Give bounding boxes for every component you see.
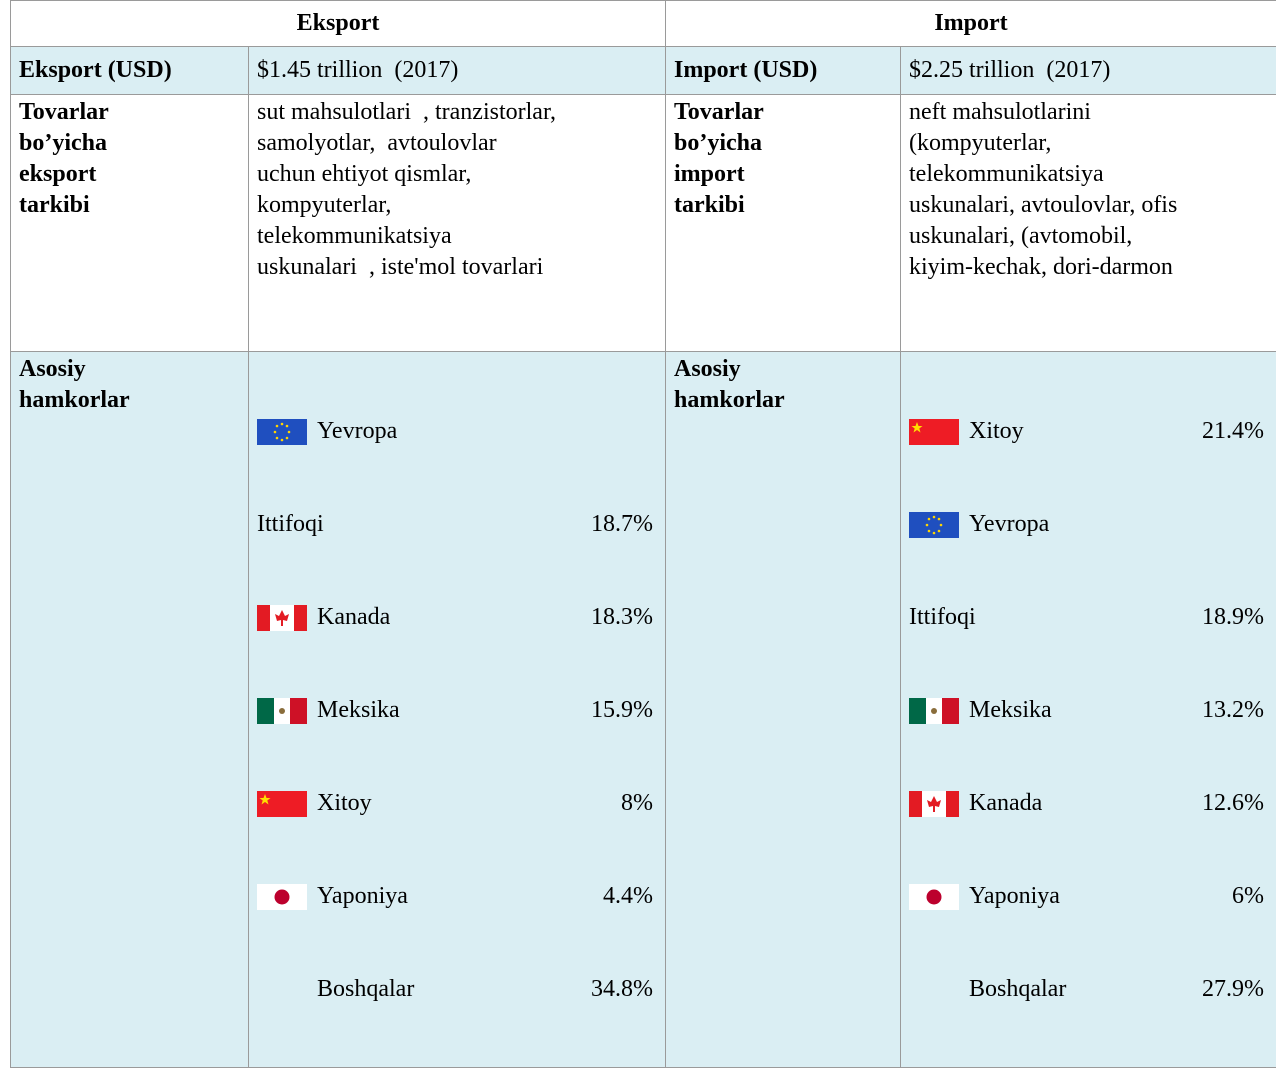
text-line: tarkibi	[674, 190, 892, 221]
text-line: kiyim-kechak, dori-darmon	[909, 252, 1268, 283]
text-line: Asosiy	[19, 354, 240, 385]
partner-share: 8%	[543, 788, 657, 819]
text-line: uskunalari, (avtomobil,	[909, 221, 1268, 252]
value-cell: $2.25 trillion (2017)	[901, 47, 1276, 95]
partner-name: Boshqalar	[969, 974, 1154, 1005]
text-line: telekommunikatsiya	[909, 159, 1268, 190]
partner-name: Boshqalar	[317, 974, 543, 1005]
text-line: uskunalari , iste'mol tovarlari	[257, 252, 657, 283]
text-line: eksport	[19, 159, 240, 190]
text-cell: neft mahsulotlarini(kompyuterlar,telekom…	[901, 95, 1276, 352]
partner-name: Yevropa	[969, 509, 1268, 540]
header-row: Eksport Import	[11, 1, 1276, 47]
value-row: Eksport (USD) $1.45 trillion (2017) Impo…	[11, 47, 1276, 95]
partner-share: 34.8%	[543, 974, 657, 1005]
text-line: samolyotlar, avtoulovlar	[257, 128, 657, 159]
partner-name: Kanada	[969, 788, 1154, 819]
partner-share: 18.7%	[543, 509, 657, 540]
text-line: import	[674, 159, 892, 190]
partner-name: Meksika	[969, 695, 1154, 726]
label-cell: Eksport (USD)	[11, 47, 249, 95]
flag	[257, 698, 307, 724]
flag	[909, 791, 959, 817]
text-line: Asosiy	[674, 354, 892, 385]
partner-name: Yevropa	[317, 416, 657, 447]
header-cell: Import	[666, 1, 1276, 47]
partner-share: 13.2%	[1154, 695, 1268, 726]
flag	[257, 884, 307, 910]
text-line: bo’yicha	[19, 128, 240, 159]
partner-line: Yevropa	[909, 509, 1268, 540]
partner-name: Xitoy	[969, 416, 1154, 447]
text-line: uchun ehtiyot qismlar,	[257, 159, 657, 190]
flag	[909, 512, 959, 538]
flag	[257, 791, 307, 817]
text-line: bo’yicha	[674, 128, 892, 159]
text-line: neft mahsulotlarini	[909, 97, 1268, 128]
label-cell: Import (USD)	[666, 47, 901, 95]
partner-share: 27.9%	[1154, 974, 1268, 1005]
text-line: telekommunikatsiya	[257, 221, 657, 252]
partner-name: Kanada	[317, 602, 543, 633]
flag	[257, 605, 307, 631]
partner-share: 21.4%	[1154, 416, 1268, 447]
partner-name: Ittifoqi	[257, 509, 543, 540]
flag	[909, 884, 959, 910]
partner-name: Yaponiya	[969, 881, 1154, 912]
partner-name: Yaponiya	[317, 881, 543, 912]
partner-share: 6%	[1154, 881, 1268, 912]
partner-share: 15.9%	[543, 695, 657, 726]
flag	[257, 419, 307, 445]
partner-name: Meksika	[317, 695, 543, 726]
text-line: sut mahsulotlari , tranzistorlar,	[257, 97, 657, 128]
partner-share: 18.9%	[1154, 602, 1268, 633]
text-line: (kompyuterlar,	[909, 128, 1268, 159]
text-line: tarkibi	[19, 190, 240, 221]
value-cell: $1.45 trillion (2017)	[249, 47, 666, 95]
page: Eksport Import Eksport (USD) $1.45 trill…	[0, 0, 1276, 572]
partner-share: 18.3%	[543, 602, 657, 633]
text-line: kompyuterlar,	[257, 190, 657, 221]
text-cell: sut mahsulotlari , tranzistorlar,samolyo…	[249, 95, 666, 352]
partner-name: Ittifoqi	[909, 602, 1154, 633]
header-cell: Eksport	[11, 1, 666, 47]
text-line: Tovarlar	[19, 97, 240, 128]
flag	[909, 419, 959, 445]
partner-share: 12.6%	[1154, 788, 1268, 819]
text-line: hamkorlar	[19, 385, 240, 416]
trade-table: Eksport Import Eksport (USD) $1.45 trill…	[10, 0, 1276, 1068]
flag	[909, 698, 959, 724]
partner-name: Xitoy	[317, 788, 543, 819]
text-line: Tovarlar	[674, 97, 892, 128]
partner-share: 4.4%	[543, 881, 657, 912]
partner-line: Yevropa	[257, 416, 657, 447]
text-line: hamkorlar	[674, 385, 892, 416]
text-line: uskunalari, avtoulovlar, ofis	[909, 190, 1268, 221]
